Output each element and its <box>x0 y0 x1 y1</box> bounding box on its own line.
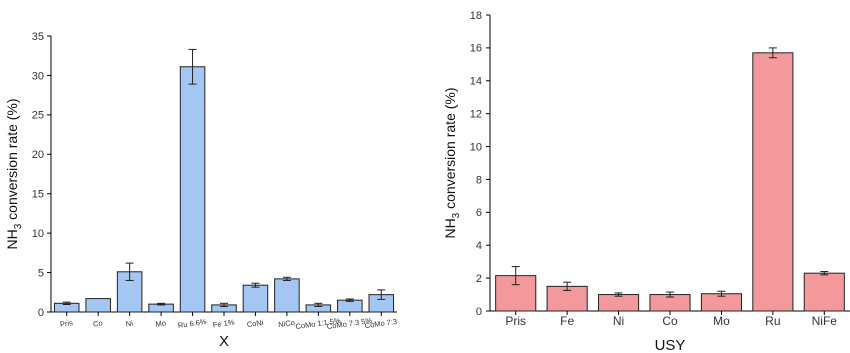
error-bar <box>251 282 260 288</box>
x-tick-label: Pris <box>59 318 73 329</box>
y-tick-label: 6 <box>476 207 482 219</box>
y-tick-label: 20 <box>32 149 44 161</box>
error-bar <box>377 289 386 300</box>
error-bar <box>511 266 520 286</box>
y-axis-title-rest: conversion rate (%) <box>442 87 458 212</box>
x-tick-label: Ru <box>765 314 780 328</box>
error-bar <box>62 301 71 306</box>
error-bar <box>220 302 228 307</box>
bar <box>85 298 111 313</box>
y-axis-title-main: NH <box>442 218 458 238</box>
error-bar <box>563 281 572 291</box>
y-tick-label: 25 <box>32 110 44 122</box>
y-tick-label: 30 <box>32 70 44 82</box>
x-tick-label: NiCo <box>278 318 296 329</box>
x-tick-label: Mo <box>155 318 167 328</box>
x-tick-label: Ni <box>125 319 134 329</box>
y-tick-label: 0 <box>38 307 44 319</box>
y-tick-label: 0 <box>476 306 482 318</box>
bar <box>242 284 269 313</box>
x-tick-label: Pris <box>505 314 526 328</box>
y-tick-label: 16 <box>470 43 482 55</box>
y-axis-title: NH3 conversion rate (%) <box>4 98 24 249</box>
error-bar <box>345 298 354 302</box>
y-axis-title-rest: conversion rate (%) <box>4 98 20 223</box>
error-bar <box>157 302 166 306</box>
x-tick-label: CoMo 7:3 <box>364 317 397 330</box>
bar <box>598 294 640 312</box>
bar <box>274 278 300 313</box>
bar <box>752 52 794 312</box>
x-tick-label: NiFe <box>812 314 838 328</box>
bar <box>803 272 845 312</box>
x-axis-title: USY <box>655 337 686 353</box>
y-tick-label: 12 <box>470 109 482 121</box>
error-bar <box>314 302 323 307</box>
x-tick-label: CoNi <box>246 318 264 329</box>
y-tick-label: 35 <box>32 31 44 43</box>
y-tick-label: 10 <box>32 228 44 240</box>
x-tick-label: Mo <box>713 314 730 328</box>
y-tick-label: 15 <box>32 189 44 201</box>
error-bar <box>666 291 674 298</box>
y-axis-title: NH3 conversion rate (%) <box>442 87 462 238</box>
y-axis-title-main: NH <box>4 229 20 249</box>
bar <box>179 66 206 313</box>
y-tick-label: 5 <box>38 267 44 279</box>
x-tick-label: Co <box>92 318 103 328</box>
error-bar <box>188 48 197 85</box>
x-tick-label: Ni <box>613 314 624 328</box>
x-tick-label: Co <box>662 314 678 328</box>
y-tick-label: 14 <box>470 76 482 88</box>
error-bar <box>614 292 623 297</box>
error-bar <box>820 271 829 276</box>
y-tick-label: 8 <box>476 174 482 186</box>
y-axis-title-sub: 3 <box>13 223 24 229</box>
y-tick-label: 2 <box>476 273 482 285</box>
error-bar <box>768 47 777 59</box>
y-tick-label: 10 <box>470 141 482 153</box>
x-tick-label: Ru 6.6% <box>177 317 207 330</box>
x-tick-label: Fe <box>560 314 574 328</box>
bar <box>337 299 363 313</box>
error-bar <box>125 262 134 281</box>
y-tick-label: 4 <box>476 240 482 252</box>
x-tick-label: Fe 1% <box>212 318 235 330</box>
chart-panel-usy: 0 2 4 6 8 10 12 14 16 18 Pris Fe Ni Co Mo Ru NiFe USY NH3 … <box>442 10 850 353</box>
x-axis-title: X <box>219 333 229 350</box>
error-bar <box>717 290 726 297</box>
error-bar <box>282 276 291 281</box>
y-axis-title-sub: 3 <box>451 212 462 218</box>
y-tick-label: 18 <box>470 10 482 22</box>
